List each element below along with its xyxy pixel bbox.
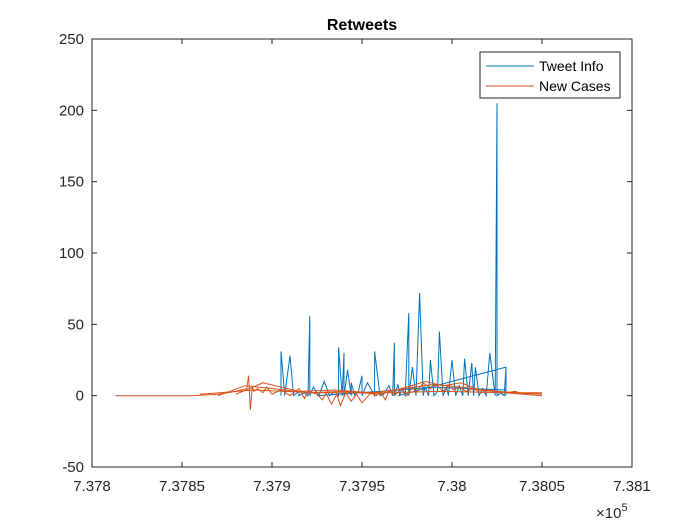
series-line-new-cases-3 [199, 389, 542, 395]
series-line-tweet-info-1 [397, 366, 507, 397]
x-tick-label: 7.38 [437, 478, 466, 495]
y-tick-label: -50 [62, 459, 84, 476]
x-tick-label: 7.381 [613, 478, 651, 495]
x-tick-label: 7.3795 [339, 478, 385, 495]
legend-label-tweet-info: Tweet Info [539, 58, 604, 74]
y-tick-label: 50 [67, 316, 84, 333]
x-tick-label: 7.378 [73, 478, 111, 495]
plot-area: 7.378 7.3785 7.379 7.3795 7.38 7.3805 7.381 -50… [59, 31, 651, 495]
y-tick-label: 0 [76, 388, 84, 405]
y-tick-label: 150 [59, 174, 84, 191]
legend-label-new-cases: New Cases [539, 78, 611, 94]
y-tick-label: 250 [59, 31, 84, 48]
y-tick-label: 100 [59, 245, 84, 262]
series-line-new-cases-2 [235, 382, 543, 395]
legend-box [479, 51, 621, 99]
chart-title: Retweets [327, 17, 397, 34]
legend: Tweet Info New Cases [479, 51, 621, 99]
x-tick-label: 7.379 [253, 478, 291, 495]
series-line-new-cases-0 [115, 375, 543, 410]
series-line-new-cases-1 [217, 380, 543, 397]
x-axis-exponent-power: 5 [621, 502, 627, 514]
x-tick-label: 7.3805 [519, 478, 565, 495]
y-tick-label: 200 [59, 102, 84, 119]
x-axis-exponent: ×105 [596, 502, 628, 522]
x-tick-label: 7.3785 [159, 478, 205, 495]
x-axis-exponent-base: ×10 [596, 505, 621, 522]
